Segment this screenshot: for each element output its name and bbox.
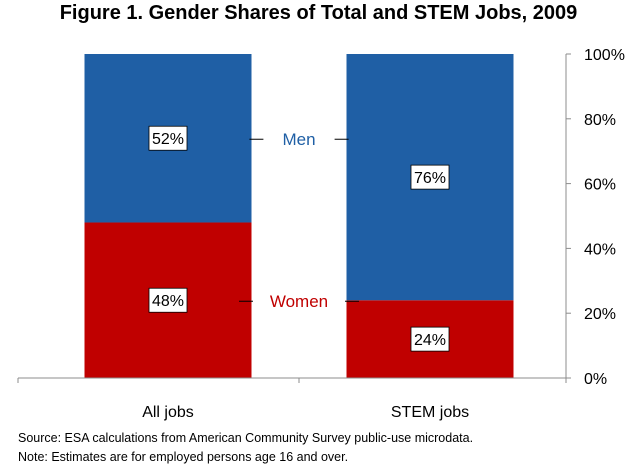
estimate-note: Note: Estimates are for employed persons…: [18, 450, 349, 464]
chart-notes: Source: ESA calculations from American C…: [18, 429, 473, 467]
data-label-box: [410, 164, 450, 190]
data-label: 48%: [152, 293, 184, 310]
y-tick-label: 0%: [584, 371, 607, 388]
legend-men: Men: [282, 130, 315, 149]
data-label: 24%: [414, 332, 446, 349]
chart-title: Figure 1. Gender Shares of Total and STE…: [59, 2, 578, 24]
y-tick-label: 80%: [584, 112, 616, 129]
data-labels-layer: 48% 52% 24% 76%: [148, 125, 450, 352]
data-label-box: [410, 326, 450, 352]
axes-layer: All jobs STEM jobs 0% 20% 40% 60% 80% 100%: [17, 47, 625, 421]
legend-women: Women: [270, 292, 328, 311]
y-tick-label: 100%: [584, 47, 625, 64]
x-tick-label: All jobs: [142, 404, 194, 421]
data-label-box: [148, 125, 188, 151]
y-tick-label: 60%: [584, 177, 616, 194]
legend-layer: Women Men: [239, 130, 359, 311]
y-tick-label: 20%: [584, 306, 616, 323]
data-label: 52%: [152, 131, 184, 148]
y-tick-label: 40%: [584, 241, 616, 258]
source-note: Source: ESA calculations from American C…: [18, 431, 474, 445]
data-label: 76%: [414, 170, 446, 187]
data-label-box: [148, 287, 188, 313]
x-tick-label: STEM jobs: [391, 404, 469, 421]
bars-layer: [84, 54, 514, 378]
